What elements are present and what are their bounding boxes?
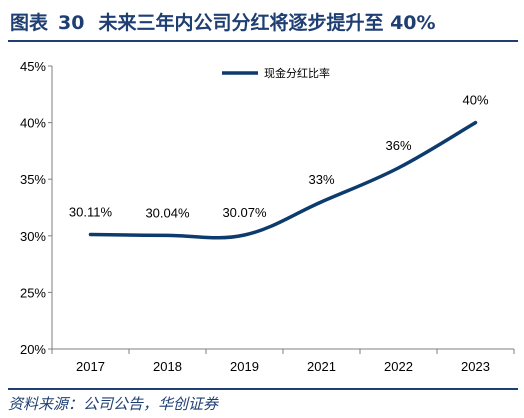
series-line-cash-dividend-ratio: [88, 120, 478, 240]
figure-label: 图表: [10, 12, 49, 34]
x-tick-label: 2021: [307, 359, 336, 374]
x-tick-label: 2017: [76, 359, 105, 374]
x-tick-label: 2018: [153, 359, 182, 374]
y-tick-label: 40%: [20, 116, 46, 131]
x-tick-label: 2019: [230, 359, 259, 374]
chart-title: 图表 30 未来三年内公司分红将逐步提升至 40%: [10, 8, 436, 35]
data-label: 40%: [462, 93, 488, 108]
x-tick-label: 2022: [384, 359, 413, 374]
data-label: 33%: [308, 172, 334, 187]
y-tick-label: 30%: [20, 229, 46, 244]
data-label: 30.07%: [222, 205, 267, 220]
top-rule: [8, 40, 518, 42]
y-tick-label: 20%: [20, 342, 46, 357]
title-text: 未来三年内公司分红将逐步提升至 40%: [98, 12, 436, 34]
data-label: 30.11%: [69, 205, 113, 220]
x-tick-label: 2023: [461, 359, 490, 374]
source-note: 资料来源：公司公告，华创证券: [8, 395, 219, 413]
data-label: 30.04%: [145, 205, 190, 220]
y-tick-label: 25%: [20, 285, 46, 300]
y-tick-label: 45%: [20, 59, 46, 74]
legend-label: 现金分红比率: [264, 66, 330, 80]
bottom-rule: [8, 388, 518, 390]
data-label: 36%: [385, 138, 411, 153]
figure-number: 30: [58, 12, 85, 34]
y-tick-label: 35%: [20, 172, 46, 187]
